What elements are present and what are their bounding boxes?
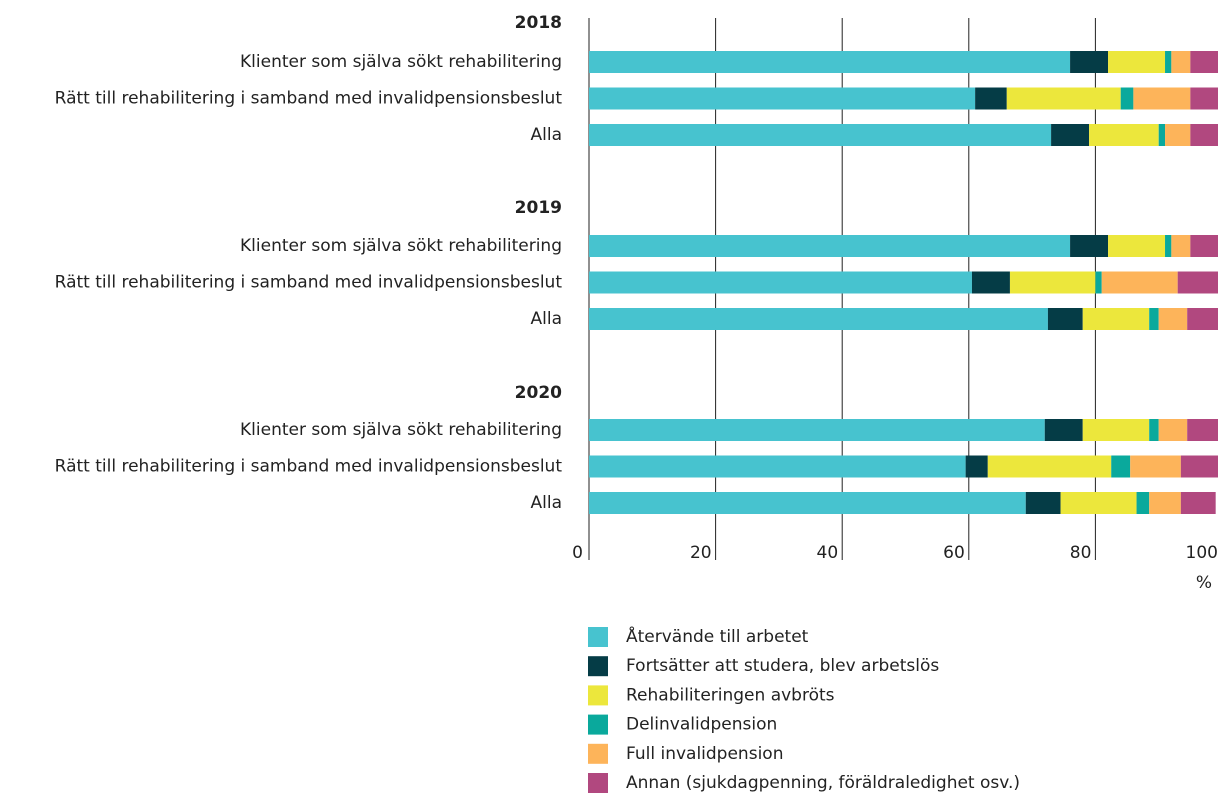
bar-segment bbox=[1009, 271, 1096, 294]
y-tick-label: Alla bbox=[531, 309, 563, 329]
bar-segment bbox=[1025, 492, 1061, 514]
bar-segment bbox=[965, 455, 988, 478]
legend-swatch bbox=[588, 685, 608, 706]
bar-segment bbox=[1082, 308, 1150, 330]
group-label: 2018 bbox=[515, 13, 562, 33]
bar-segment bbox=[1047, 308, 1083, 330]
x-axis-label: % bbox=[1196, 573, 1212, 593]
bar-segment bbox=[1089, 124, 1159, 146]
y-tick-label: Rätt till rehabilitering i samband med i… bbox=[55, 457, 563, 477]
bar-segment bbox=[1108, 235, 1166, 257]
x-tick-label: 20 bbox=[690, 543, 712, 563]
x-tick-label: 80 bbox=[1070, 543, 1092, 563]
bar-segment bbox=[1070, 235, 1109, 257]
bar-segment bbox=[1165, 51, 1172, 73]
y-tick-label: Alla bbox=[531, 125, 563, 145]
bar-segment bbox=[1190, 124, 1218, 146]
bar-segment bbox=[1187, 308, 1218, 330]
bar-segment bbox=[589, 87, 976, 110]
bar-segment bbox=[987, 455, 1112, 478]
bar-segment bbox=[1190, 51, 1218, 73]
bar-segment bbox=[1060, 492, 1137, 514]
bar-segment bbox=[1158, 124, 1166, 146]
legend-swatch bbox=[588, 773, 608, 793]
y-tick-label: Rätt till rehabilitering i samband med i… bbox=[55, 89, 563, 109]
legend-label: Fortsätter att studera, blev arbetslös bbox=[626, 656, 939, 676]
y-tick-label: Klienter som själva sökt rehabilitering bbox=[240, 420, 562, 440]
bar-segment bbox=[1180, 492, 1216, 514]
bar-segment bbox=[1006, 87, 1121, 110]
bar-segment bbox=[1101, 271, 1178, 294]
bar-segment bbox=[1108, 51, 1166, 73]
bar-segment bbox=[1165, 124, 1191, 146]
x-tick-label: 100 bbox=[1186, 543, 1218, 563]
bar-segment bbox=[1051, 124, 1090, 146]
legend-swatch bbox=[588, 627, 608, 647]
bar-segment bbox=[1158, 308, 1188, 330]
bar-segment bbox=[975, 87, 1007, 110]
bar-segment bbox=[1190, 235, 1218, 257]
bar-segment bbox=[589, 51, 1071, 73]
bar-segment bbox=[1133, 87, 1191, 110]
legend-swatch bbox=[588, 743, 608, 764]
y-tick-label: Rätt till rehabilitering i samband med i… bbox=[55, 273, 563, 293]
bar-segment bbox=[1180, 455, 1218, 478]
bar-segment bbox=[1177, 271, 1218, 294]
bar-segment bbox=[589, 308, 1048, 330]
bar-segment bbox=[589, 492, 1026, 514]
legend-label: Delinvalidpension bbox=[626, 715, 777, 735]
bar-segment bbox=[1044, 419, 1083, 441]
bar-segment bbox=[1158, 419, 1188, 441]
bar-segment bbox=[1149, 419, 1159, 441]
legend-label: Annan (sjukdagpenning, föräldraledighet … bbox=[626, 773, 1020, 793]
bar-segment bbox=[1165, 235, 1172, 257]
group-label: 2020 bbox=[515, 383, 562, 403]
bar-segment bbox=[971, 271, 1010, 294]
y-tick-label: Klienter som själva sökt rehabilitering bbox=[240, 236, 562, 256]
bar-segment bbox=[1187, 419, 1218, 441]
bar-segment bbox=[1082, 419, 1150, 441]
bar-segment bbox=[589, 419, 1045, 441]
bar-segment bbox=[589, 235, 1071, 257]
legend-swatch bbox=[588, 656, 608, 677]
bar-segment bbox=[1149, 308, 1159, 330]
bar-segment bbox=[1120, 87, 1134, 110]
x-tick-label: 40 bbox=[817, 543, 839, 563]
bar-segment bbox=[1136, 492, 1150, 514]
bar-segment bbox=[1190, 87, 1218, 110]
bar-segment bbox=[589, 124, 1052, 146]
y-tick-label: Klienter som själva sökt rehabilitering bbox=[240, 52, 562, 72]
bar-segment bbox=[1070, 51, 1109, 73]
x-tick-label: 60 bbox=[943, 543, 965, 563]
y-tick-label: Alla bbox=[531, 493, 563, 513]
legend-label: Rehabiliteringen avbröts bbox=[626, 685, 835, 705]
legend-label: Återvände till arbetet bbox=[626, 625, 809, 647]
group-label: 2019 bbox=[515, 198, 562, 218]
bar-segment bbox=[1171, 235, 1191, 257]
legend-swatch bbox=[588, 714, 608, 735]
legend-label: Full invalidpension bbox=[626, 744, 783, 764]
bar-segment bbox=[589, 455, 966, 478]
x-tick-label: 0 bbox=[572, 543, 583, 563]
bar-segment bbox=[1095, 271, 1102, 294]
bar-segment bbox=[589, 271, 972, 294]
bar-segment bbox=[1111, 455, 1131, 478]
bar-segment bbox=[1130, 455, 1181, 478]
bar-segment bbox=[1149, 492, 1181, 514]
bar-segment bbox=[1171, 51, 1191, 73]
